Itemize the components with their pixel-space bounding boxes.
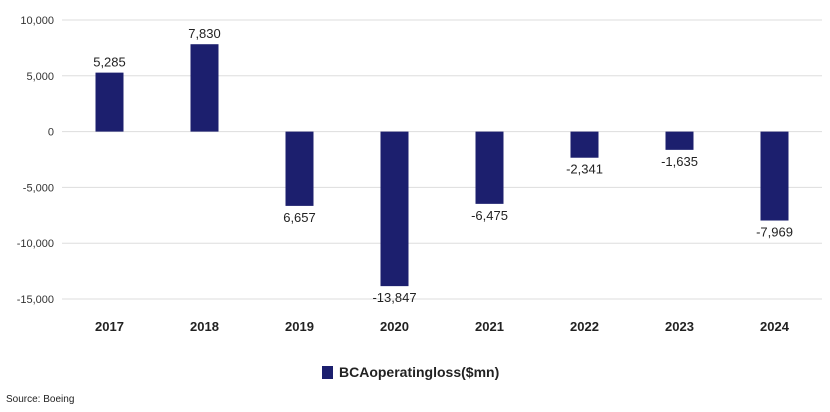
x-axis-tick-labels: 2017 2018 2019 2020 2021 2022 2023 2024 xyxy=(95,319,790,334)
x-tick-label-2022: 2022 xyxy=(570,319,599,334)
bar-2017 xyxy=(95,72,124,132)
data-label-2022: -2,341 xyxy=(566,162,603,177)
data-label-2019: 6,657 xyxy=(283,210,316,225)
legend: BCAoperatingloss($mn) xyxy=(322,364,499,380)
data-labels: 5,285 7,830 6,657 -13,847 -6,475 -2,341 -1,635… xyxy=(93,26,793,305)
data-label-2017: 5,285 xyxy=(93,55,126,70)
x-tick-label-2021: 2021 xyxy=(475,319,504,334)
x-tick-label-2024: 2024 xyxy=(760,319,790,334)
x-tick-label-2018: 2018 xyxy=(190,319,219,334)
x-tick-label-2019: 2019 xyxy=(285,319,314,334)
x-tick-label-2023: 2023 xyxy=(665,319,694,334)
bar-2023 xyxy=(665,131,694,150)
x-tick-label-2020: 2020 xyxy=(380,319,409,334)
y-tick-label: 5,000 xyxy=(26,71,54,83)
source-note: Source: Boeing xyxy=(6,394,75,405)
bar-2019 xyxy=(285,131,314,206)
data-label-2021: -6,475 xyxy=(471,208,508,223)
bar-2020 xyxy=(380,131,409,287)
data-label-2024: -7,969 xyxy=(756,225,793,240)
legend-swatch xyxy=(322,365,333,379)
y-tick-label: -15,000 xyxy=(17,294,54,306)
bar-2018 xyxy=(190,44,219,132)
y-tick-label: -5,000 xyxy=(23,182,54,194)
data-label-2023: -1,635 xyxy=(661,154,698,169)
bars xyxy=(95,44,789,287)
bar-2022 xyxy=(570,131,599,158)
bar-2024 xyxy=(760,131,789,221)
x-tick-label-2017: 2017 xyxy=(95,319,124,334)
data-label-2018: 7,830 xyxy=(188,26,221,41)
y-tick-label: -10,000 xyxy=(17,238,54,250)
gridlines xyxy=(62,19,822,300)
y-tick-label: 10,000 xyxy=(20,15,54,27)
data-label-2020: -13,847 xyxy=(372,290,416,305)
y-tick-label: 0 xyxy=(48,127,54,139)
legend-label: BCAoperatingloss($mn) xyxy=(339,364,500,380)
y-axis-tick-labels: 10,000 5,000 0 -5,000 -10,000 -15,000 xyxy=(17,15,54,306)
bar-2021 xyxy=(475,131,504,204)
